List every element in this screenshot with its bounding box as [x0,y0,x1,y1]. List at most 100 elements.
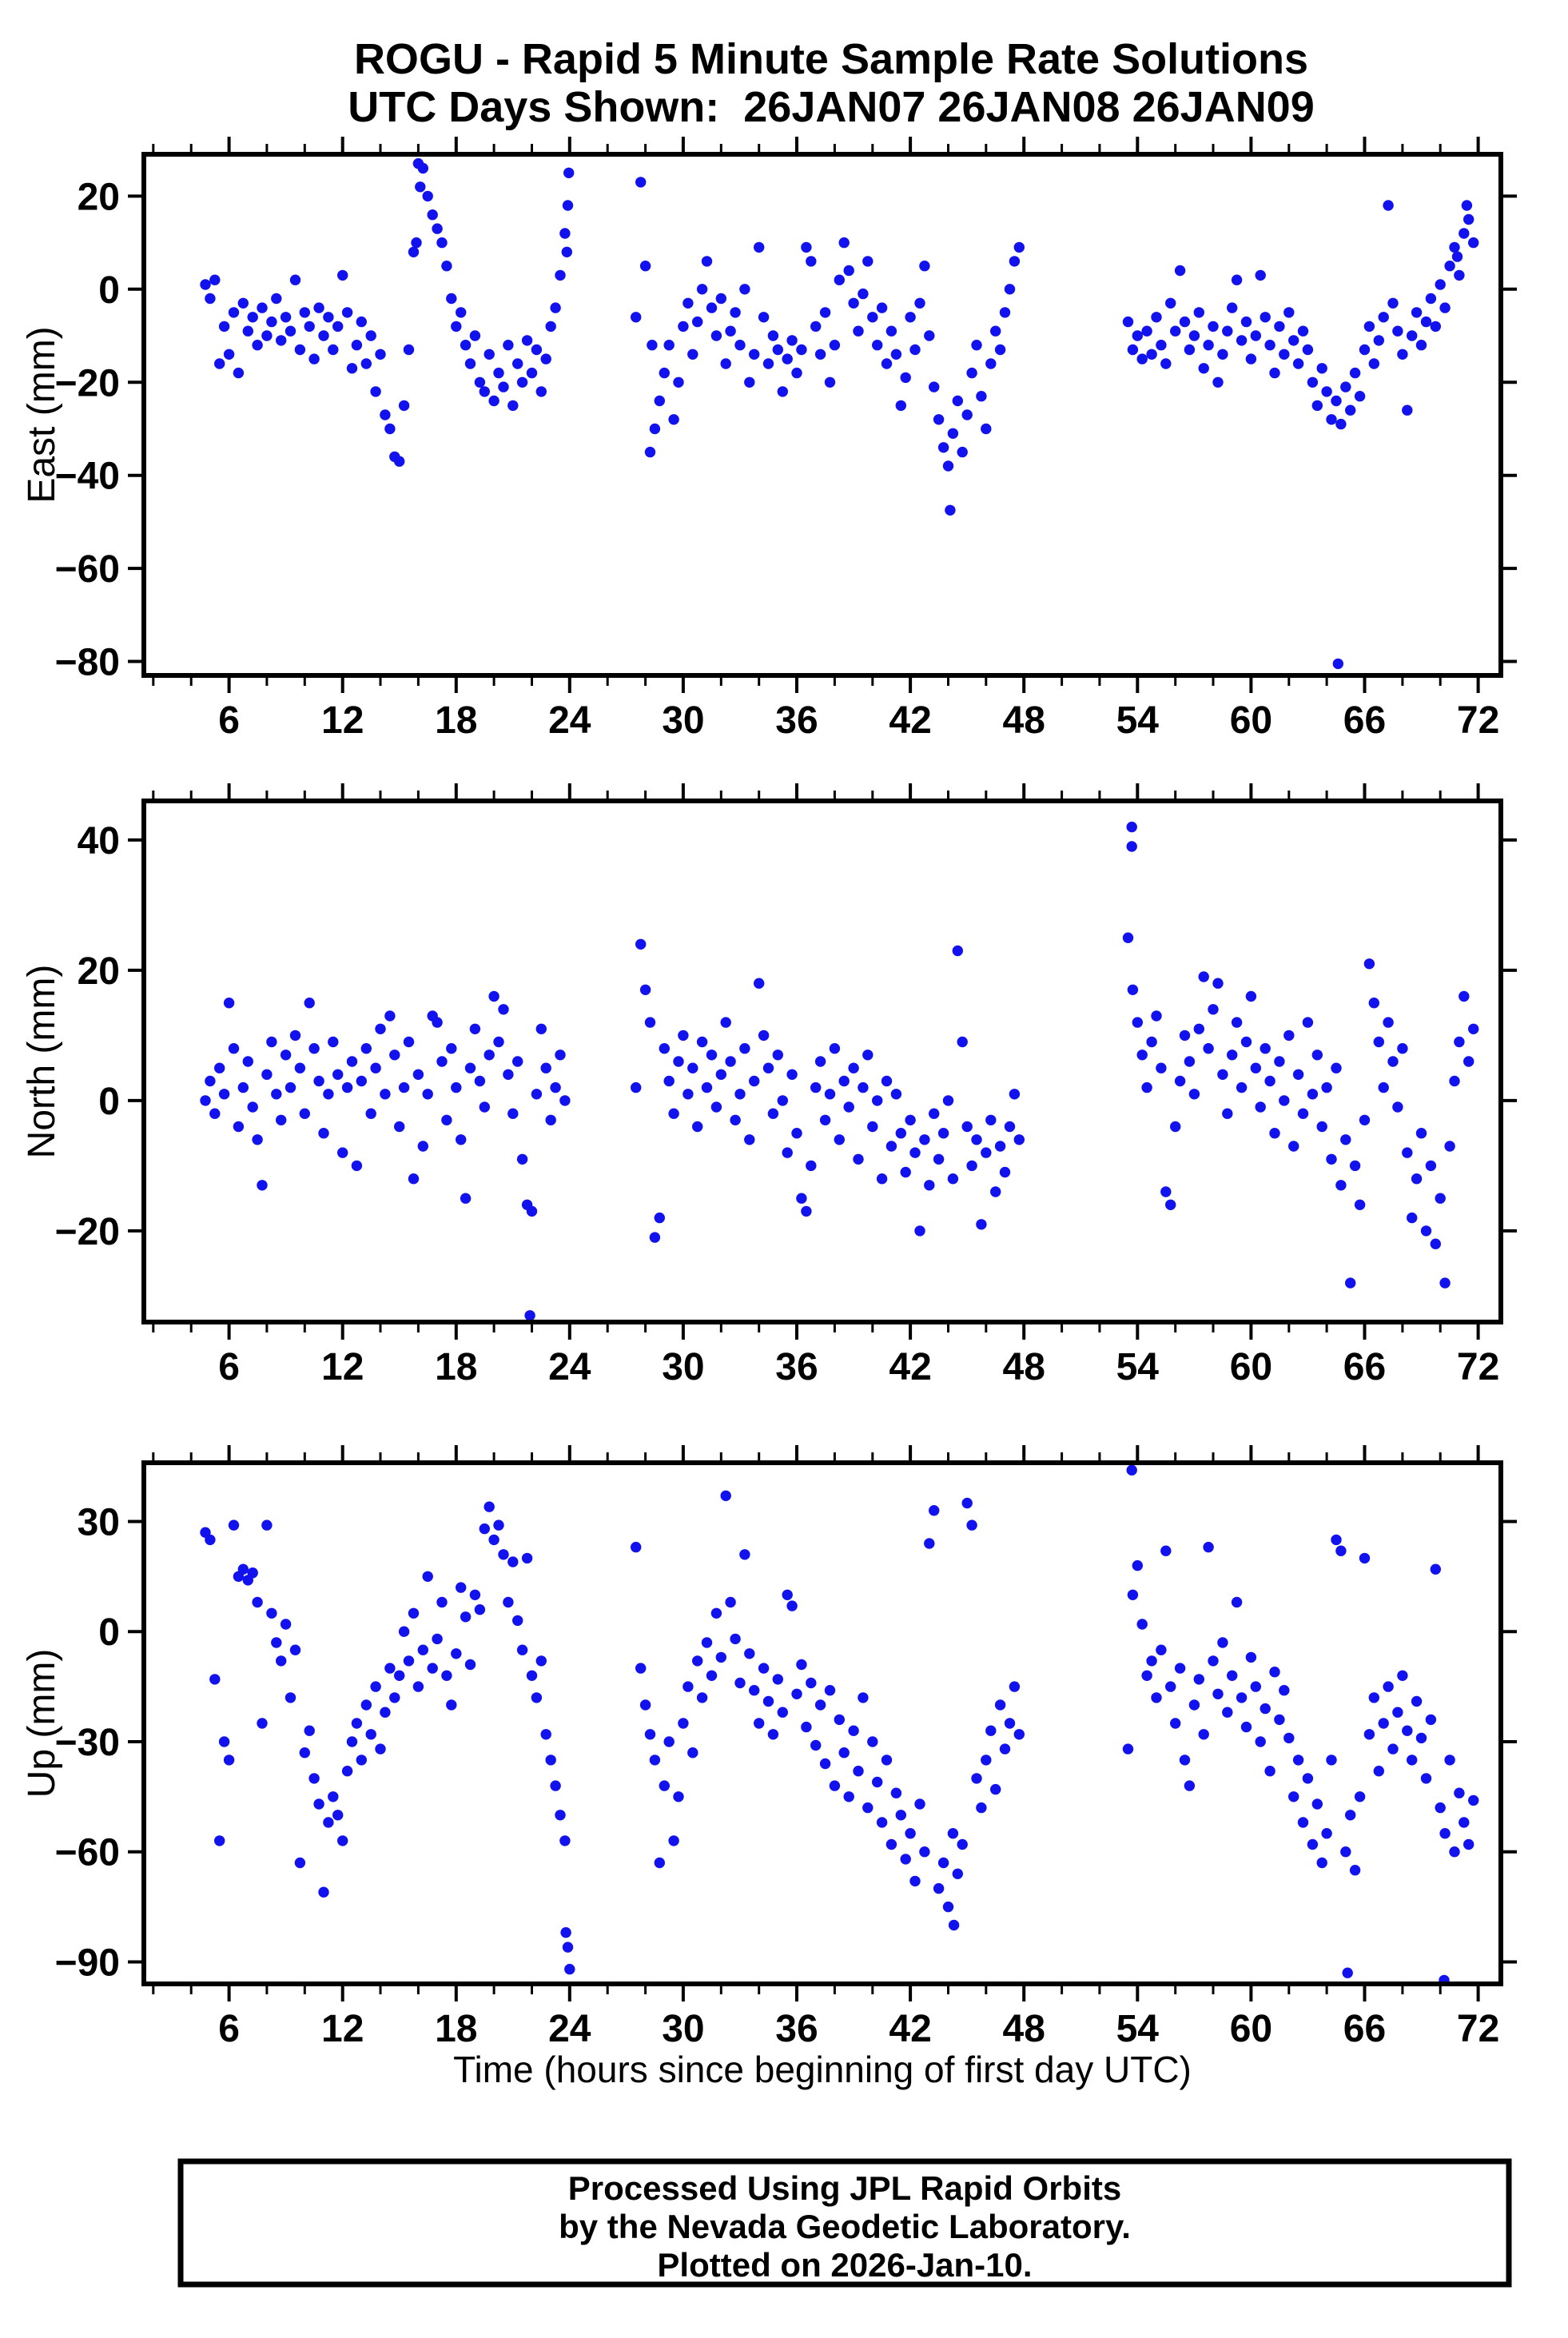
panel-2: 6 12 18 24 30 36 42 48 54 60 66 72 30 0 −30 −60 −90 Up (m… [21,1445,1517,2050]
data-point [654,1857,665,1869]
data-point [1430,1563,1442,1575]
data-point [824,376,836,388]
data-point [1188,330,1200,341]
data-point [1373,335,1385,346]
data-point [744,376,755,388]
data-point [1170,325,1181,337]
data-point [1468,1023,1479,1035]
data-point [531,344,543,356]
data-point [966,1160,977,1172]
data-point [843,1101,854,1113]
data-point [512,1056,523,1067]
data-point [701,1637,713,1648]
data-point [280,1619,292,1630]
data-point [715,293,726,305]
data-point [308,353,320,364]
x-tick-label: 18 [435,1346,477,1388]
data-point [1279,1095,1290,1106]
data-point [1288,1791,1299,1802]
data-point [853,1766,864,1777]
data-point [1127,984,1139,996]
data-point [644,446,656,458]
data-point [521,1552,533,1564]
data-point [432,1017,443,1028]
data-point [791,1688,802,1699]
x-tick-label: 48 [1003,699,1045,742]
data-point [299,1747,310,1758]
x-tick-label: 54 [1116,1346,1160,1388]
data-point [1212,1688,1224,1699]
data-point [947,1828,959,1839]
y-tick-label: −20 [55,1211,120,1253]
data-point [398,1081,410,1093]
data-point [834,1714,846,1726]
data-point [1231,1596,1243,1608]
data-point [526,1670,538,1681]
data-point [1439,1277,1451,1288]
data-point [436,237,448,249]
data-point [829,1780,841,1791]
data-point [1013,1729,1025,1740]
data-point [266,316,277,328]
data-point [441,1670,452,1681]
data-point [777,386,788,397]
footer-border [177,2158,1512,2288]
data-point [1331,1534,1342,1546]
data-point [838,1747,850,1758]
data-point [375,349,386,360]
data-point [559,1835,571,1846]
data-point [280,312,292,323]
y-axis-title: North (mm) [21,965,63,1159]
data-point [498,1004,509,1015]
data-point [706,1050,718,1061]
data-point [1302,1773,1314,1784]
data-point [318,1128,329,1139]
data-point [649,1754,661,1766]
data-point [1151,1010,1162,1022]
data-point [1383,1017,1394,1028]
data-point [754,241,765,253]
data-point [285,1081,296,1093]
data-point [469,1589,481,1601]
data-point [266,1036,277,1048]
data-point [1359,344,1371,356]
data-point [1151,312,1162,323]
data-point [687,1747,698,1758]
data-point [1136,1050,1148,1061]
data-point [791,367,802,379]
data-point [285,325,296,337]
x-tick-label: 54 [1116,699,1160,742]
data-point [412,1069,424,1081]
data-point [654,395,665,407]
data-point [1156,1062,1167,1073]
y-tick-label: 40 [78,820,120,862]
data-point [668,1108,679,1119]
data-point [734,340,746,351]
data-point [446,293,457,305]
data-point [1311,1050,1323,1061]
data-point [957,446,968,458]
data-point [389,1050,400,1061]
data-point [209,274,221,285]
data-point [1331,1062,1342,1073]
data-point [1240,316,1252,328]
data-point [555,1810,566,1821]
data-point [247,312,258,323]
data-point [791,1128,802,1139]
data-point [701,1081,713,1093]
x-tick-label: 18 [435,699,477,742]
data-point [441,1114,452,1126]
data-point [819,1114,831,1126]
data-point [1292,1069,1304,1081]
figure-title-line2: UTC Days Shown: 26JAN07 26JAN08 26JAN09 [348,83,1315,131]
y-tick-label: −90 [55,1942,120,1985]
data-point [498,1549,509,1560]
data-point [375,1743,386,1754]
data-point [1292,1754,1304,1766]
footer-line2: by the Nevada Geodetic Laboratory. [559,2208,1131,2245]
data-point [1174,265,1186,277]
data-point [1340,1134,1351,1145]
data-point [1335,418,1347,430]
data-point [1449,241,1460,253]
data-point [654,1212,665,1224]
